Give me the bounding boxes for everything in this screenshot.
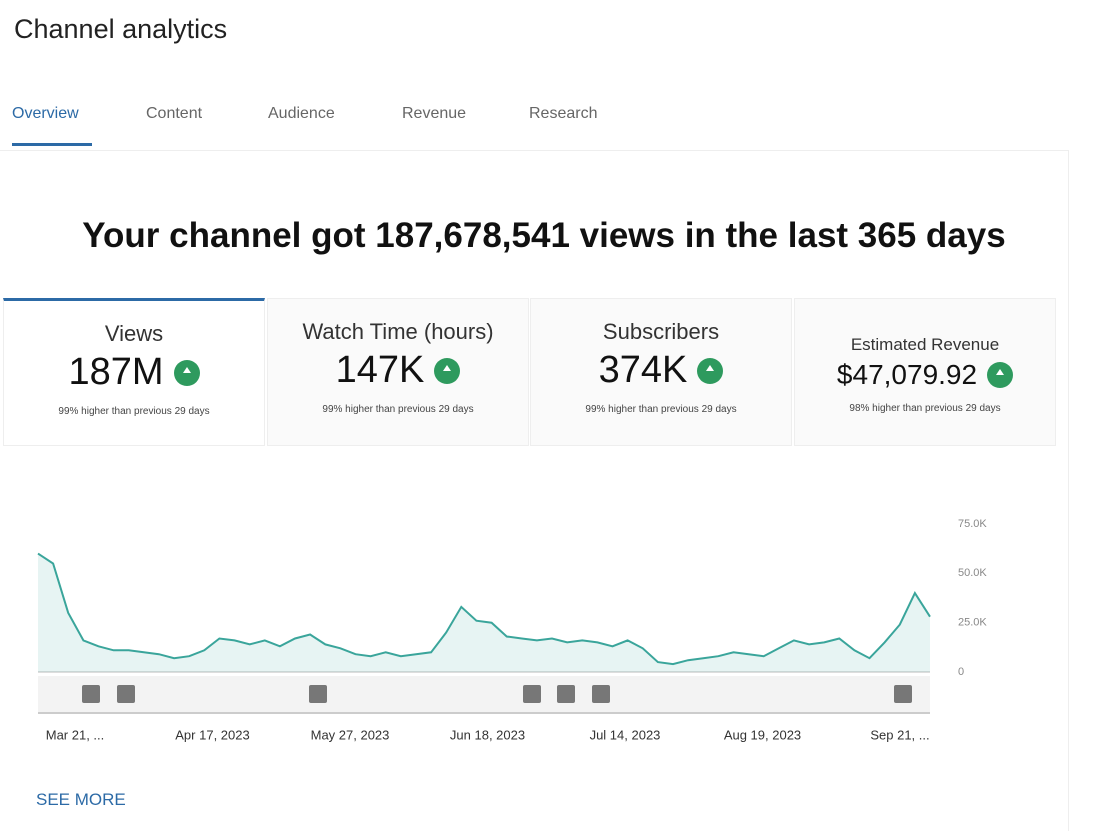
x-tick-label: Aug 19, 2023 bbox=[724, 727, 801, 742]
stat-number: 187M bbox=[68, 351, 164, 393]
tab[interactable]: Overview bbox=[12, 105, 79, 122]
stat-title: Watch Time (hours) bbox=[302, 319, 494, 344]
stat-change: 99% higher than previous 29 days bbox=[322, 404, 474, 415]
stat-title: Views bbox=[104, 321, 164, 346]
marker[interactable] bbox=[592, 685, 610, 703]
stat-value: $47,079.92 bbox=[795, 359, 1055, 391]
stat-number: 374K bbox=[598, 349, 688, 391]
x-tick-label: Sep 21, ... bbox=[870, 727, 929, 742]
tab[interactable]: Audience bbox=[268, 105, 335, 122]
stat-card[interactable]: Views 187M 99% higher than previous 29 day… bbox=[3, 298, 265, 446]
stat-number: $47,079.92 bbox=[836, 359, 978, 390]
up-icon bbox=[987, 362, 1014, 388]
tab[interactable]: Content bbox=[146, 105, 203, 122]
stat-title: Subscribers bbox=[602, 319, 720, 344]
tab-indicator bbox=[12, 143, 92, 146]
y-tick-label: 0 bbox=[958, 666, 964, 678]
marker[interactable] bbox=[894, 685, 912, 703]
marker[interactable] bbox=[117, 685, 135, 703]
y-tick-label: 50.0K bbox=[958, 567, 987, 579]
stat-change: 98% higher than previous 29 days bbox=[849, 403, 1001, 414]
tab[interactable]: Research bbox=[529, 105, 598, 122]
x-tick-label: Jun 18, 2023 bbox=[450, 727, 525, 742]
chart: 0 25.0K 50.0K 75.0K Mar 21, ... Apr 17, 2023 M… bbox=[37, 518, 987, 742]
tab[interactable]: Revenue bbox=[402, 105, 467, 122]
up-icon bbox=[434, 357, 461, 384]
up-icon bbox=[173, 359, 200, 386]
panel bbox=[0, 150, 1069, 831]
stat-change: 99% higher than previous 29 days bbox=[585, 404, 737, 415]
headline: Your channel got 187,678,541 views in th… bbox=[82, 216, 1006, 255]
marker[interactable] bbox=[557, 685, 575, 703]
stat-change: 99% higher than previous 29 days bbox=[58, 406, 210, 417]
x-tick-label: May 27, 2023 bbox=[311, 727, 390, 742]
marker[interactable] bbox=[309, 685, 327, 703]
x-tick-label: Jul 14, 2023 bbox=[590, 727, 661, 742]
stat-value: 187M bbox=[4, 351, 264, 394]
page-title: Channel analytics bbox=[14, 14, 228, 44]
x-tick-label: Mar 21, ... bbox=[46, 727, 105, 742]
y-tick-label: 25.0K bbox=[958, 617, 987, 629]
stat-card[interactable]: Subscribers 374K 99% higher than previous … bbox=[530, 298, 792, 446]
line bbox=[37, 552, 931, 666]
y-tick-label: 75.0K bbox=[958, 518, 987, 530]
timeline-markers bbox=[82, 685, 912, 703]
stat-title: Estimated Revenue bbox=[850, 335, 1000, 354]
up-icon bbox=[697, 357, 724, 384]
timeline bbox=[38, 676, 930, 712]
marker[interactable] bbox=[523, 685, 541, 703]
x-tick-label: Apr 17, 2023 bbox=[175, 727, 249, 742]
stat-value: 374K bbox=[531, 349, 791, 392]
area bbox=[38, 553, 930, 672]
stat-card[interactable]: Estimated Revenue $47,079.92 98% higher th… bbox=[794, 298, 1056, 446]
stat-number: 147K bbox=[335, 349, 425, 391]
marker[interactable] bbox=[82, 685, 100, 703]
see-more-link[interactable]: SEE MORE bbox=[36, 790, 126, 809]
stat-card[interactable]: Watch Time (hours) 147K 99% higher than pr… bbox=[267, 298, 529, 446]
stat-value: 147K bbox=[268, 349, 528, 392]
